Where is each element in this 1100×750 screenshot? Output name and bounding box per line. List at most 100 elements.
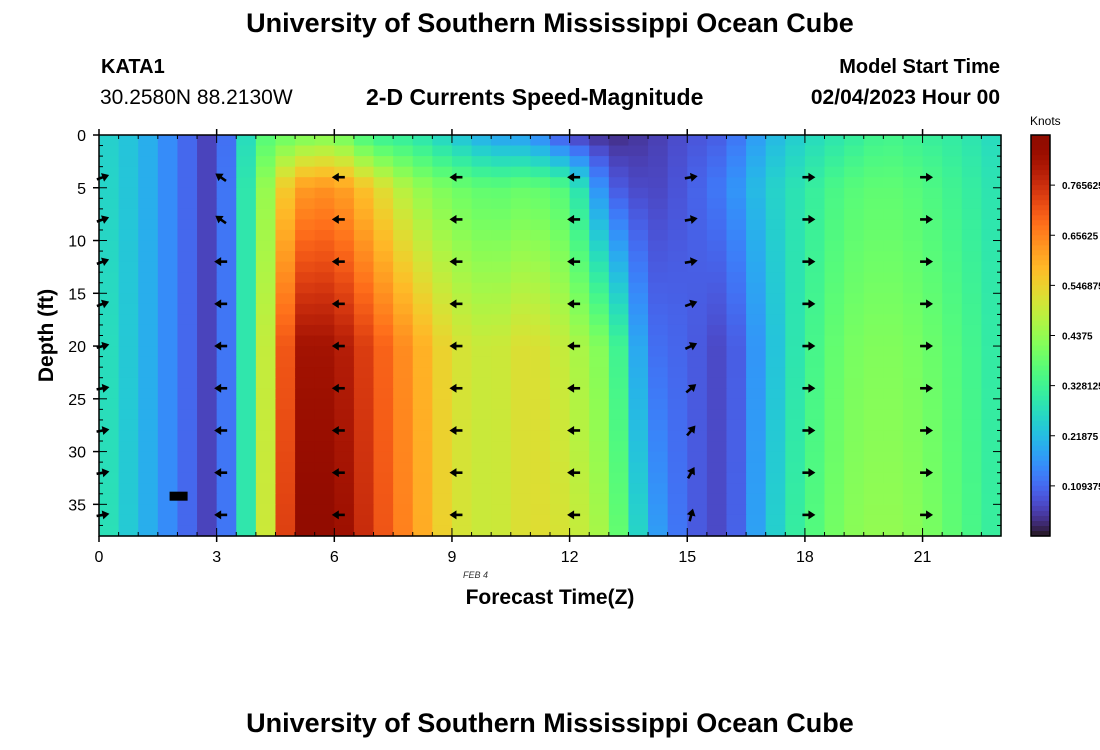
colorbar-segment: [1031, 325, 1050, 332]
heatmap-cell: [510, 251, 531, 263]
heatmap-cell: [824, 367, 845, 379]
heatmap-cell: [902, 251, 924, 263]
heatmap-cell: [236, 261, 257, 273]
heatmap-cell: [471, 472, 492, 484]
heatmap-cell: [961, 145, 982, 157]
heatmap-cell: [922, 409, 943, 421]
arrow-head: [689, 299, 698, 309]
heatmap-cell: [334, 293, 355, 305]
arrow-head: [926, 425, 934, 435]
heatmap-cell: [314, 525, 335, 537]
heatmap-cell: [255, 398, 277, 410]
heatmap-cell: [981, 483, 1002, 495]
arrow-head: [449, 214, 457, 224]
heatmap-cell: [706, 377, 728, 389]
heatmap-cell: [981, 388, 1002, 400]
heatmap-cell: [785, 208, 806, 221]
heatmap-cell: [412, 261, 433, 273]
heatmap-cell: [863, 388, 884, 400]
heatmap-cell: [216, 504, 237, 516]
heatmap-cell: [197, 377, 218, 389]
heatmap-cell: [236, 314, 257, 326]
heatmap-cell: [667, 419, 688, 432]
heatmap-cell: [432, 335, 453, 347]
heatmap-cell: [942, 293, 963, 305]
heatmap-cell: [451, 462, 473, 474]
heatmap-cell: [451, 135, 473, 147]
heatmap-cell: [863, 282, 884, 294]
heatmap-cell: [314, 388, 335, 400]
heatmap-cell: [373, 430, 394, 442]
arrow-head: [926, 214, 934, 224]
heatmap-cell: [726, 525, 747, 537]
colorbar-segment: [1031, 420, 1050, 427]
heatmap-cell: [981, 514, 1002, 527]
heatmap-cell: [765, 145, 786, 157]
heatmap-cell: [706, 409, 728, 421]
heatmap-cell: [608, 135, 630, 147]
heatmap-cell: [118, 451, 139, 463]
heatmap-cell: [471, 493, 492, 505]
heatmap-cell: [510, 504, 531, 516]
heatmap-cell: [236, 240, 257, 252]
colorbar-segment: [1031, 455, 1050, 462]
heatmap-cell: [981, 346, 1002, 358]
heatmap-cell: [589, 388, 610, 400]
heatmap-cell: [118, 441, 139, 453]
heatmap-cell: [765, 493, 786, 505]
heatmap-cell: [844, 409, 865, 421]
heatmap-cell: [275, 177, 296, 189]
current-arrow: [449, 214, 463, 224]
heatmap-cell: [334, 462, 355, 474]
heatmap-cell: [922, 314, 943, 326]
current-arrow: [331, 425, 345, 435]
heatmap-cell: [393, 367, 414, 379]
heatmap-cell: [353, 303, 375, 315]
heatmap-cell: [765, 388, 786, 400]
colorbar-segment: [1031, 380, 1050, 387]
heatmap-cell: [726, 472, 747, 484]
heatmap-cell: [883, 261, 904, 273]
heatmap-cell: [726, 166, 747, 178]
heatmap-cell: [608, 462, 630, 474]
heatmap-cell: [216, 377, 237, 389]
heatmap-cell: [863, 272, 884, 284]
heatmap-cell: [412, 293, 433, 305]
heatmap-cell: [844, 367, 865, 379]
heatmap-cell: [393, 135, 414, 147]
heatmap-cell: [844, 314, 865, 326]
heatmap-cell: [902, 409, 924, 421]
heatmap-cell: [589, 335, 610, 347]
heatmap-cell: [726, 251, 747, 263]
heatmap-cell: [550, 493, 571, 505]
arrow-head: [687, 425, 696, 434]
heatmap-cell: [746, 514, 767, 527]
heatmap-cell: [844, 346, 865, 358]
heatmap-cell: [314, 419, 335, 432]
heatmap-cell: [177, 208, 198, 221]
heatmap-cell: [961, 240, 982, 252]
current-arrow: [449, 468, 463, 478]
heatmap-cell: [412, 272, 433, 284]
heatmap-cell: [334, 282, 355, 294]
heatmap-cell: [746, 419, 767, 432]
heatmap-cell: [373, 282, 394, 294]
heatmap-cell: [177, 145, 198, 157]
heatmap-cell: [550, 504, 571, 516]
heatmap-cell: [785, 514, 806, 527]
heatmap-cell: [765, 282, 786, 294]
heatmap-cell: [157, 514, 179, 527]
heatmap-cell: [608, 187, 630, 199]
heatmap-cell: [255, 441, 277, 453]
heatmap-cell: [648, 293, 669, 305]
heatmap-cell: [255, 282, 277, 294]
heatmap-cell: [981, 462, 1002, 474]
heatmap-cell: [334, 441, 355, 453]
heatmap-cell: [844, 356, 865, 368]
heatmap-cell: [961, 346, 982, 358]
heatmap-cell: [981, 177, 1002, 189]
heatmap-cell: [922, 219, 943, 231]
heatmap-cell: [491, 409, 512, 421]
heatmap-cell: [157, 324, 179, 337]
heatmap-cell: [118, 419, 139, 432]
